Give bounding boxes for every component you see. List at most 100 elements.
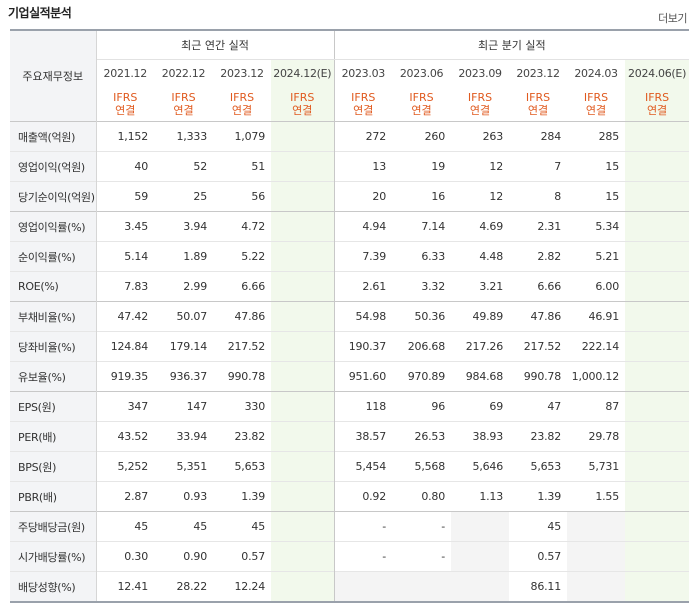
table-cell: - — [333, 511, 393, 542]
table-cell: 3.21 — [451, 271, 510, 302]
table-cell — [271, 511, 335, 542]
ifrs-label: IFRS 연결 — [451, 86, 509, 122]
financial-table: 주요재무정보 최근 연간 실적 최근 분기 실적 2021.12 2022.12 2… — [10, 29, 690, 603]
row-label: 영업이익률(%) — [10, 211, 97, 242]
table-cell: 217.52 — [509, 331, 568, 362]
table-cell: 15 — [567, 181, 626, 212]
table-cell — [333, 571, 393, 603]
table-cell: 45 — [96, 511, 154, 542]
table-cell: 45 — [213, 511, 271, 542]
table-cell: 25 — [154, 181, 213, 212]
row-label: 시가배당률(%) — [10, 541, 97, 572]
table-cell: 38.93 — [451, 421, 510, 452]
table-cell — [271, 451, 335, 482]
table-cell: 45 — [509, 511, 568, 542]
row-label: 유보율(%) — [10, 361, 97, 392]
ifrs-top-text: IFRS — [229, 90, 255, 104]
table-cell: 19 — [392, 151, 452, 182]
table-cell — [625, 481, 690, 512]
table-cell: 984.68 — [451, 361, 510, 392]
table-cell: 217.26 — [451, 331, 510, 362]
row-label: PER(배) — [10, 421, 97, 452]
table-cell — [271, 421, 335, 452]
table-cell: 6.66 — [509, 271, 568, 302]
more-link[interactable]: 더보기 — [658, 12, 687, 25]
table-cell: 50.36 — [392, 301, 452, 332]
table-row: PER(배) 43.52 33.94 23.82 38.57 26.53 38.93 23.8… — [10, 421, 690, 452]
table-cell: 179.14 — [154, 331, 213, 362]
period-header: 2023.03 — [333, 59, 393, 86]
table-cell: 2.61 — [333, 271, 393, 302]
table-cell: 50.07 — [154, 301, 213, 332]
table-row: 부채비율(%) 47.42 50.07 47.86 54.98 50.36 49.89 47.… — [10, 301, 690, 332]
table-cell — [625, 151, 690, 182]
ifrs-top-text: IFRS — [409, 90, 434, 104]
table-cell: 5.34 — [567, 211, 626, 242]
table-cell — [625, 241, 690, 272]
table-cell: 23.82 — [213, 421, 271, 452]
table-row: EPS(원) 347 147 330 118 96 69 47 87 — [10, 391, 690, 422]
table-cell: 49.89 — [451, 301, 510, 332]
row-label: BPS(원) — [10, 451, 97, 482]
table-cell: 4.94 — [333, 211, 393, 242]
table-cell: 16 — [392, 181, 452, 212]
table-cell: 6.33 — [392, 241, 452, 272]
table-cell — [271, 211, 335, 242]
ifrs-bottom-text: 연결 — [469, 103, 491, 117]
period-header: 2023.12 — [516, 66, 560, 80]
table-cell: 5,454 — [333, 451, 393, 482]
table-cell: - — [392, 511, 452, 542]
ifrs-bottom-text: 연결 — [527, 103, 549, 117]
ifrs-top-text: IFRS — [290, 90, 315, 104]
table-cell: 5,351 — [154, 451, 213, 482]
table-cell: 190.37 — [333, 331, 393, 362]
table-cell: 43.52 — [96, 421, 154, 452]
quarter-group-header: 최근 분기 실적 — [333, 30, 690, 60]
row-label: ROE(%) — [10, 271, 97, 302]
ifrs-header-row: IFRS 연결 IFRS 연결 IFRS 연결 IFRS 연결 IFRS 연결 IFRS 연결 IFRS… — [10, 86, 690, 122]
table-cell: 1,152 — [96, 121, 154, 152]
table-row: 영업이익(억원) 40 52 51 13 19 12 7 15 — [10, 151, 690, 182]
table-cell: 12.41 — [96, 571, 154, 603]
table-cell — [271, 151, 335, 182]
table-cell: 96 — [392, 391, 452, 422]
table-cell: 284 — [509, 121, 568, 152]
table-cell — [625, 271, 690, 302]
table-cell: 56 — [213, 181, 271, 212]
table-cell: 46.91 — [567, 301, 626, 332]
table-cell — [625, 361, 690, 392]
table-cell: 118 — [333, 391, 393, 422]
table-row: 배당성향(%) 12.41 28.22 12.24 86.11 — [10, 571, 690, 603]
period-header: 2024.03 — [574, 66, 618, 80]
row-label-header: 주요재무정보 — [10, 30, 97, 122]
table-cell — [567, 541, 626, 572]
table-cell — [567, 511, 626, 542]
table-cell: 0.93 — [154, 481, 213, 512]
table-row: 유보율(%) 919.35 936.37 990.78 951.60 970.89 984.… — [10, 361, 690, 392]
table-row: ROE(%) 7.83 2.99 6.66 2.61 3.32 3.21 6.66 6.00 — [10, 271, 690, 302]
table-cell: 222.14 — [567, 331, 626, 362]
table-cell: 2.99 — [154, 271, 213, 302]
ifrs-label: IFRS 연결 — [154, 86, 213, 122]
table-cell: 47.86 — [509, 301, 568, 332]
table-cell — [271, 121, 335, 152]
section-title: 기업실적분석 — [8, 6, 72, 20]
table-cell: 51 — [213, 151, 271, 182]
table-cell: 87 — [567, 391, 626, 422]
table-cell: - — [333, 541, 393, 572]
row-label: 순이익률(%) — [10, 241, 97, 272]
table-cell: 0.30 — [96, 541, 154, 572]
table-cell — [625, 121, 690, 152]
table-cell: 951.60 — [333, 361, 393, 392]
table-cell: 263 — [451, 121, 510, 152]
table-cell: 33.94 — [154, 421, 213, 452]
ifrs-top-text: IFRS — [351, 90, 376, 104]
table-cell: 5.22 — [213, 241, 271, 272]
table-cell: 38.57 — [333, 421, 393, 452]
table-cell: 7.14 — [392, 211, 452, 242]
table-cell: 1,000.12 — [567, 361, 626, 392]
table-cell: 47.86 — [213, 301, 271, 332]
row-label: 당좌비율(%) — [10, 331, 97, 362]
table-cell: 47.42 — [96, 301, 154, 332]
table-row: 영업이익률(%) 3.45 3.94 4.72 4.94 7.14 4.69 2.31 5.34 — [10, 211, 690, 242]
